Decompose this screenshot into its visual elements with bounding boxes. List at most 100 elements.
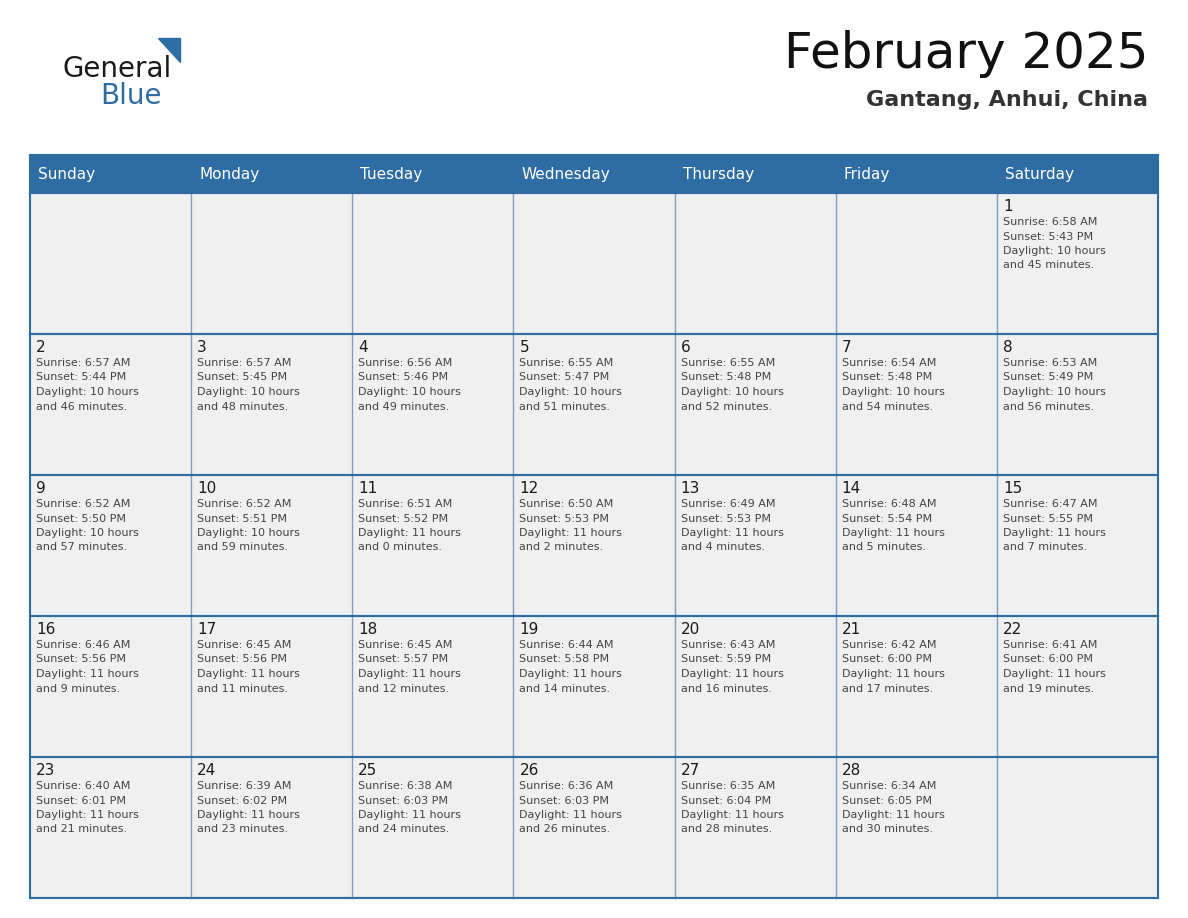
Text: Sunset: 5:48 PM: Sunset: 5:48 PM	[681, 373, 771, 383]
Text: Daylight: 11 hours: Daylight: 11 hours	[842, 528, 944, 538]
Bar	[191, 193, 353, 334]
Text: 5: 5	[519, 340, 529, 355]
Text: 24: 24	[197, 763, 216, 778]
Text: Daylight: 11 hours: Daylight: 11 hours	[359, 810, 461, 820]
Text: Sunrise: 6:47 AM: Sunrise: 6:47 AM	[1003, 499, 1098, 509]
Text: Daylight: 11 hours: Daylight: 11 hours	[519, 810, 623, 820]
Text: Sunset: 5:56 PM: Sunset: 5:56 PM	[197, 655, 287, 665]
Bar	[353, 155, 513, 193]
Text: and 4 minutes.: and 4 minutes.	[681, 543, 765, 553]
Bar	[30, 616, 191, 757]
Text: Sunrise: 6:52 AM: Sunrise: 6:52 AM	[197, 499, 291, 509]
Text: 8: 8	[1003, 340, 1012, 355]
Text: and 54 minutes.: and 54 minutes.	[842, 401, 933, 411]
Text: Sunset: 5:54 PM: Sunset: 5:54 PM	[842, 513, 931, 523]
Text: Tuesday: Tuesday	[360, 167, 423, 183]
Text: 16: 16	[36, 622, 56, 637]
Text: Daylight: 11 hours: Daylight: 11 hours	[359, 528, 461, 538]
Text: February 2025: February 2025	[784, 30, 1148, 78]
Text: Daylight: 10 hours: Daylight: 10 hours	[681, 387, 783, 397]
Bar	[835, 334, 997, 475]
Bar	[30, 155, 1158, 898]
Text: and 46 minutes.: and 46 minutes.	[36, 401, 127, 411]
Text: Daylight: 11 hours: Daylight: 11 hours	[519, 669, 623, 679]
Bar	[191, 334, 353, 475]
Text: 25: 25	[359, 763, 378, 778]
Text: Sunset: 5:47 PM: Sunset: 5:47 PM	[519, 373, 609, 383]
Text: Sunrise: 6:48 AM: Sunrise: 6:48 AM	[842, 499, 936, 509]
Text: and 56 minutes.: and 56 minutes.	[1003, 401, 1094, 411]
Text: Sunset: 5:57 PM: Sunset: 5:57 PM	[359, 655, 448, 665]
Text: Sunrise: 6:38 AM: Sunrise: 6:38 AM	[359, 781, 453, 791]
Bar	[675, 193, 835, 334]
Bar	[191, 475, 353, 616]
Text: Daylight: 10 hours: Daylight: 10 hours	[359, 387, 461, 397]
Text: 17: 17	[197, 622, 216, 637]
Text: Sunset: 5:53 PM: Sunset: 5:53 PM	[519, 513, 609, 523]
Text: Sunset: 5:59 PM: Sunset: 5:59 PM	[681, 655, 771, 665]
Text: Friday: Friday	[843, 167, 890, 183]
Text: 27: 27	[681, 763, 700, 778]
Text: 14: 14	[842, 481, 861, 496]
Text: Sunset: 5:53 PM: Sunset: 5:53 PM	[681, 513, 771, 523]
Text: Sunrise: 6:34 AM: Sunrise: 6:34 AM	[842, 781, 936, 791]
Text: and 12 minutes.: and 12 minutes.	[359, 684, 449, 693]
Bar	[30, 155, 191, 193]
Text: and 16 minutes.: and 16 minutes.	[681, 684, 771, 693]
Text: and 7 minutes.: and 7 minutes.	[1003, 543, 1087, 553]
Text: Saturday: Saturday	[1005, 167, 1074, 183]
Text: 28: 28	[842, 763, 861, 778]
Text: 19: 19	[519, 622, 539, 637]
Bar	[675, 475, 835, 616]
Text: Daylight: 11 hours: Daylight: 11 hours	[842, 669, 944, 679]
Text: 9: 9	[36, 481, 46, 496]
Text: Sunrise: 6:55 AM: Sunrise: 6:55 AM	[519, 358, 614, 368]
Text: 26: 26	[519, 763, 539, 778]
Text: Sunset: 5:46 PM: Sunset: 5:46 PM	[359, 373, 448, 383]
Text: 1: 1	[1003, 199, 1012, 214]
Text: Sunset: 5:58 PM: Sunset: 5:58 PM	[519, 655, 609, 665]
Text: and 0 minutes.: and 0 minutes.	[359, 543, 442, 553]
Text: Thursday: Thursday	[683, 167, 753, 183]
Bar	[675, 616, 835, 757]
Text: and 23 minutes.: and 23 minutes.	[197, 824, 289, 834]
Text: Sunset: 6:03 PM: Sunset: 6:03 PM	[519, 796, 609, 805]
Text: Sunset: 6:00 PM: Sunset: 6:00 PM	[842, 655, 931, 665]
Text: Daylight: 11 hours: Daylight: 11 hours	[842, 810, 944, 820]
Text: Sunset: 6:03 PM: Sunset: 6:03 PM	[359, 796, 448, 805]
Text: Daylight: 10 hours: Daylight: 10 hours	[197, 387, 301, 397]
Bar	[191, 616, 353, 757]
Bar	[191, 155, 353, 193]
Polygon shape	[158, 38, 181, 62]
Text: 13: 13	[681, 481, 700, 496]
Bar	[997, 757, 1158, 898]
Text: Daylight: 11 hours: Daylight: 11 hours	[197, 810, 301, 820]
Bar	[675, 334, 835, 475]
Bar	[835, 757, 997, 898]
Text: Daylight: 11 hours: Daylight: 11 hours	[36, 810, 139, 820]
Bar	[353, 616, 513, 757]
Text: Sunset: 6:00 PM: Sunset: 6:00 PM	[1003, 655, 1093, 665]
Text: 22: 22	[1003, 622, 1022, 637]
Text: 4: 4	[359, 340, 368, 355]
Text: and 17 minutes.: and 17 minutes.	[842, 684, 933, 693]
Text: Daylight: 11 hours: Daylight: 11 hours	[681, 528, 783, 538]
Text: 3: 3	[197, 340, 207, 355]
Text: Daylight: 10 hours: Daylight: 10 hours	[519, 387, 623, 397]
Text: Blue: Blue	[100, 82, 162, 110]
Text: and 5 minutes.: and 5 minutes.	[842, 543, 925, 553]
Bar	[191, 757, 353, 898]
Text: and 24 minutes.: and 24 minutes.	[359, 824, 449, 834]
Text: Daylight: 10 hours: Daylight: 10 hours	[197, 528, 301, 538]
Text: Sunset: 5:49 PM: Sunset: 5:49 PM	[1003, 373, 1093, 383]
Text: Sunset: 5:55 PM: Sunset: 5:55 PM	[1003, 513, 1093, 523]
Text: Sunrise: 6:49 AM: Sunrise: 6:49 AM	[681, 499, 775, 509]
Text: Sunrise: 6:57 AM: Sunrise: 6:57 AM	[197, 358, 291, 368]
Text: Sunset: 5:48 PM: Sunset: 5:48 PM	[842, 373, 931, 383]
Text: Sunrise: 6:35 AM: Sunrise: 6:35 AM	[681, 781, 775, 791]
Text: Daylight: 11 hours: Daylight: 11 hours	[1003, 528, 1106, 538]
Text: 2: 2	[36, 340, 45, 355]
Text: Gantang, Anhui, China: Gantang, Anhui, China	[866, 90, 1148, 110]
Bar	[997, 155, 1158, 193]
Text: Sunset: 6:02 PM: Sunset: 6:02 PM	[197, 796, 287, 805]
